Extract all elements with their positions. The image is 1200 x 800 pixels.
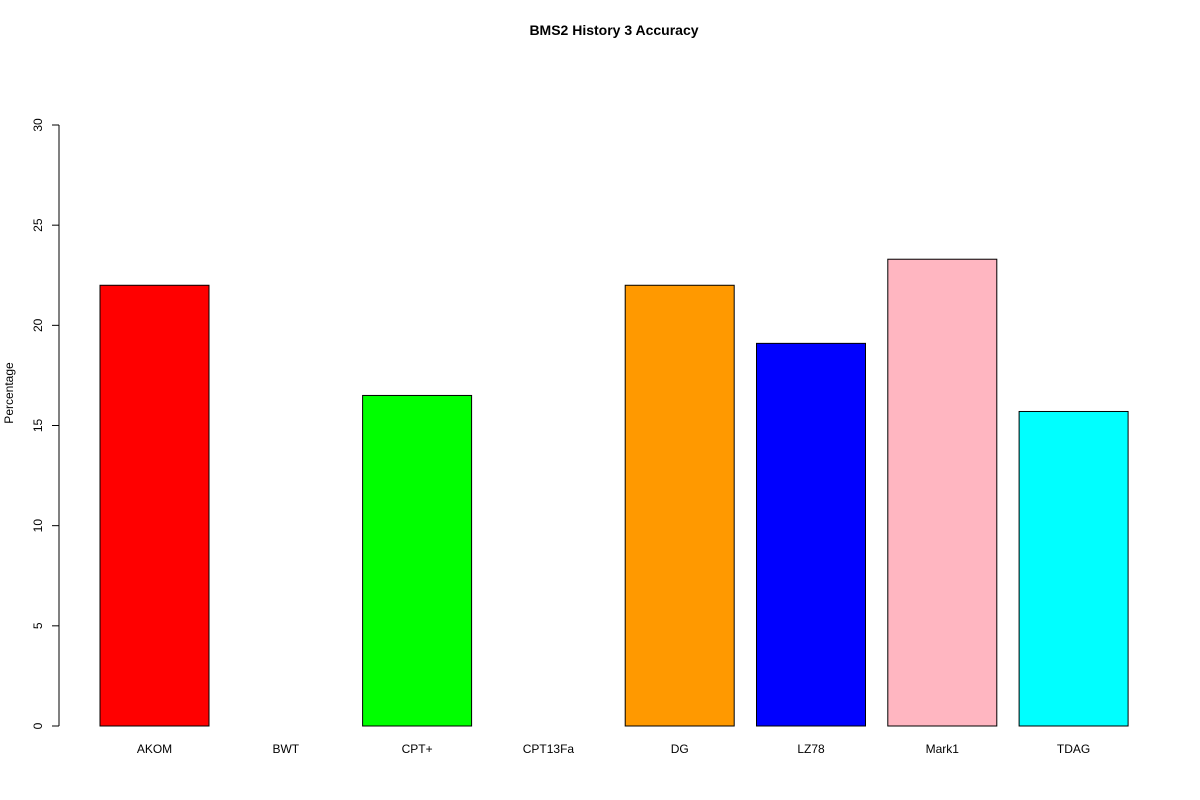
y-tick-label: 20 xyxy=(31,318,45,332)
y-tick-label: 30 xyxy=(31,118,45,132)
bar-tdag xyxy=(1018,410,1129,727)
category-label: CPT13Fa xyxy=(523,742,575,756)
bar-akom xyxy=(99,284,210,727)
category-label: AKOM xyxy=(137,742,172,756)
category-label: DG xyxy=(671,742,689,756)
chart-title: BMS2 History 3 Accuracy xyxy=(529,22,698,38)
y-tick-label: 15 xyxy=(31,419,45,433)
category-label: BWT xyxy=(272,742,299,756)
bars-group xyxy=(99,258,1129,727)
y-axis: 0 5 10 15 20 25 30 xyxy=(31,118,60,729)
bar-dg xyxy=(624,284,735,727)
category-label: TDAG xyxy=(1057,742,1090,756)
y-tick-label: 0 xyxy=(31,722,45,729)
category-label: Mark1 xyxy=(926,742,960,756)
bar-mark1 xyxy=(887,258,998,727)
y-axis-title: Percentage xyxy=(2,362,16,424)
category-label: CPT+ xyxy=(402,742,433,756)
y-tick-label: 25 xyxy=(31,218,45,232)
bar-lz78 xyxy=(756,342,866,727)
category-labels: AKOM BWT CPT+ CPT13Fa DG LZ78 Mark1 TDAG xyxy=(137,742,1090,756)
y-tick-label: 5 xyxy=(31,622,45,629)
category-label: LZ78 xyxy=(797,742,825,756)
bar-cpt- xyxy=(362,394,473,727)
y-tick-label: 10 xyxy=(31,519,45,533)
